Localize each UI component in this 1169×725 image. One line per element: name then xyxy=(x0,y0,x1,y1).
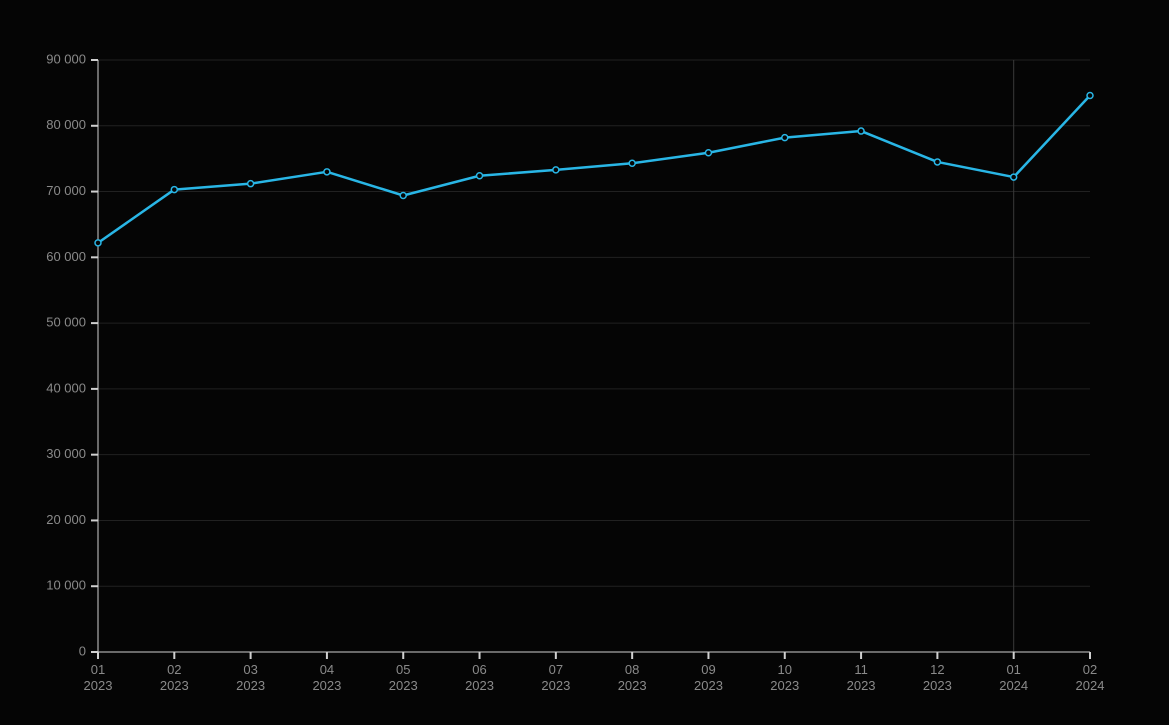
x-tick-label-year: 2023 xyxy=(236,678,265,693)
x-tick-label-month: 08 xyxy=(625,662,639,677)
series-marker xyxy=(705,150,711,156)
x-tick-label-year: 2023 xyxy=(770,678,799,693)
x-tick-label-month: 06 xyxy=(472,662,486,677)
series-marker xyxy=(171,187,177,193)
series-marker xyxy=(934,159,940,165)
x-tick-label-year: 2023 xyxy=(312,678,341,693)
x-tick-label-month: 04 xyxy=(320,662,334,677)
y-tick-label: 80 000 xyxy=(46,117,86,132)
x-tick-label-month: 05 xyxy=(396,662,410,677)
y-axis: 0 10 000 20 000 30 000 40 000 50 000 60 000 70 … xyxy=(46,51,98,658)
x-axis: 0120230220230320230420230520230620230720… xyxy=(84,652,1105,693)
y-tick-label: 0 xyxy=(79,643,86,658)
y-tick-label: 70 000 xyxy=(46,183,86,198)
series-marker xyxy=(782,135,788,141)
series-marker xyxy=(400,193,406,199)
series-marker xyxy=(248,181,254,187)
y-tick-label: 20 000 xyxy=(46,512,86,527)
series-marker xyxy=(1087,93,1093,99)
gridlines xyxy=(98,60,1090,586)
x-tick-label-month: 02 xyxy=(167,662,181,677)
series-markers xyxy=(95,93,1093,246)
y-tick-label: 30 000 xyxy=(46,446,86,461)
x-tick-label-month: 01 xyxy=(1006,662,1020,677)
chart-svg: 0 10 000 20 000 30 000 40 000 50 000 60 000 70 … xyxy=(0,0,1169,725)
x-tick-label-year: 2023 xyxy=(923,678,952,693)
x-tick-label-year: 2023 xyxy=(694,678,723,693)
series-marker xyxy=(553,167,559,173)
series-marker xyxy=(477,173,483,179)
x-tick-label-month: 12 xyxy=(930,662,944,677)
y-tick-label: 40 000 xyxy=(46,380,86,395)
y-tick-label: 10 000 xyxy=(46,578,86,593)
x-tick-label-month: 07 xyxy=(549,662,563,677)
x-tick-label-year: 2023 xyxy=(541,678,570,693)
x-tick-label-month: 03 xyxy=(243,662,257,677)
x-tick-label-month: 09 xyxy=(701,662,715,677)
x-tick-label-year: 2023 xyxy=(618,678,647,693)
series-marker xyxy=(324,169,330,175)
x-tick-label-month: 11 xyxy=(854,662,868,677)
series-marker xyxy=(858,128,864,134)
x-tick-label-year: 2023 xyxy=(389,678,418,693)
series-marker xyxy=(95,240,101,246)
x-tick-label-month: 02 xyxy=(1083,662,1097,677)
x-tick-label-year: 2024 xyxy=(999,678,1028,693)
series-line xyxy=(98,96,1090,243)
x-tick-label-year: 2023 xyxy=(847,678,876,693)
x-tick-label-month: 01 xyxy=(91,662,105,677)
x-tick-label-year: 2023 xyxy=(84,678,113,693)
line-chart: 0 10 000 20 000 30 000 40 000 50 000 60 000 70 … xyxy=(0,0,1169,725)
x-tick-label-year: 2023 xyxy=(160,678,189,693)
x-tick-label-month: 10 xyxy=(778,662,792,677)
y-tick-label: 90 000 xyxy=(46,51,86,66)
y-tick-label: 60 000 xyxy=(46,249,86,264)
y-tick-label: 50 000 xyxy=(46,315,86,330)
x-tick-label-year: 2024 xyxy=(1076,678,1105,693)
series-marker xyxy=(629,160,635,166)
series-marker xyxy=(1011,174,1017,180)
x-tick-label-year: 2023 xyxy=(465,678,494,693)
